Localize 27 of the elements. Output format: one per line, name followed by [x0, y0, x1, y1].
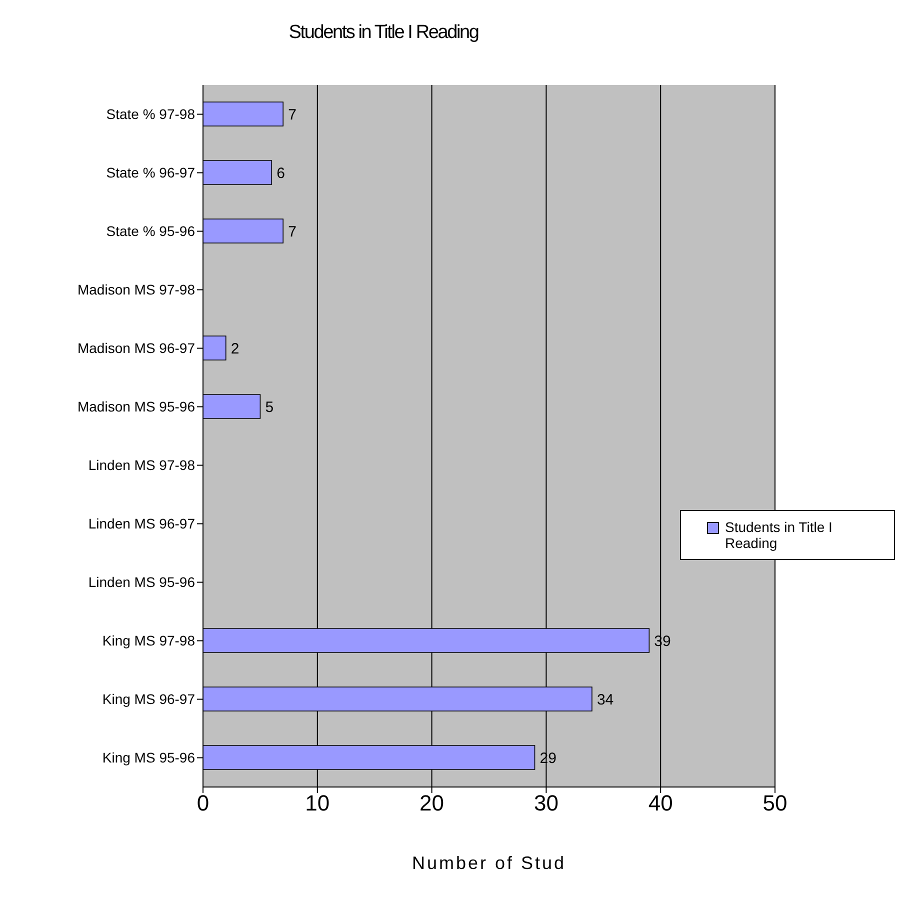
data-label: 5: [265, 398, 274, 416]
y-tick-label: Madison MS 95-96: [77, 398, 196, 415]
y-tick-label: State % 97-98: [106, 106, 196, 122]
chart-title: Students in Title I Reading: [288, 22, 480, 44]
y-tick-label: Linden MS 95-96: [88, 574, 196, 590]
data-label: 34: [596, 691, 614, 708]
x-tick-label: 10: [305, 790, 330, 816]
y-tick-label: Madison MS 97-98: [77, 282, 196, 298]
data-label: 7: [288, 223, 296, 240]
y-tick-label: State % 95-96: [106, 223, 196, 240]
y-tick-label: State % 96-97: [106, 164, 196, 181]
x-axis-title: Number of Stud: [412, 853, 566, 873]
x-tick-label: 50: [762, 790, 788, 816]
y-tick-label: King MS 96-97: [102, 691, 196, 708]
x-tick-label: 30: [534, 790, 558, 816]
legend-label: Students in Title I Reading: [725, 519, 834, 551]
data-label: 2: [230, 340, 240, 358]
x-tick-label: 0: [196, 790, 210, 816]
data-label: 7: [288, 106, 296, 124]
x-tick-label: 40: [648, 790, 673, 816]
y-tick-label: Linden MS 96-97: [88, 516, 196, 532]
y-tick-label: King MS 95-96: [102, 750, 196, 766]
x-tick-label: 20: [420, 790, 444, 816]
y-tick-label: Madison MS 96-97: [77, 340, 196, 356]
data-label: 6: [276, 164, 285, 182]
y-tick-label: King MS 97-98: [102, 632, 196, 649]
y-tick-label: Linden MS 97-98: [88, 457, 196, 474]
